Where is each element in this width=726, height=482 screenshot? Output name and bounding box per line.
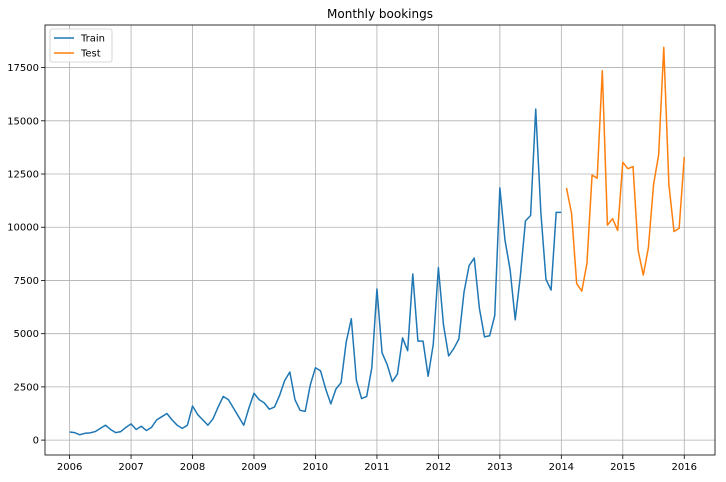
x-tick-label: 2015 bbox=[610, 462, 635, 473]
y-tick-label: 10000 bbox=[7, 223, 39, 234]
legend: Train Test bbox=[49, 28, 113, 63]
y-tick-label: 0 bbox=[33, 436, 39, 447]
x-tick-label: 2011 bbox=[364, 462, 389, 473]
y-tick-label: 2500 bbox=[14, 382, 39, 393]
y-tick-label: 17500 bbox=[7, 63, 39, 74]
x-tick-label: 2007 bbox=[118, 462, 143, 473]
series-layer bbox=[69, 46, 686, 436]
x-tick-label: 2012 bbox=[426, 462, 451, 473]
legend-label-train: Train bbox=[80, 34, 105, 45]
y-tick-label: 12500 bbox=[7, 170, 39, 181]
x-tick-label: 2010 bbox=[303, 462, 328, 473]
x-tick-label: 2013 bbox=[487, 462, 512, 473]
x-tick-label: 2008 bbox=[180, 462, 205, 473]
ticks-layer: 2006 2007 2008 2009 2010 2011 2012 2013 2014 2015… bbox=[7, 63, 697, 473]
series-line-train bbox=[69, 108, 562, 436]
x-tick-label: 2014 bbox=[549, 462, 574, 473]
x-tick-label: 2016 bbox=[672, 462, 697, 473]
chart-title: Monthly bookings bbox=[327, 7, 433, 21]
plot-frame bbox=[44, 24, 716, 456]
x-tick-label: 2006 bbox=[57, 462, 82, 473]
y-tick-label: 7500 bbox=[14, 276, 39, 287]
y-tick-label: 15000 bbox=[7, 116, 39, 127]
series-line-test bbox=[565, 46, 686, 292]
y-tick-label: 5000 bbox=[14, 329, 39, 340]
legend-label-test: Test bbox=[80, 49, 101, 60]
x-tick-label: 2009 bbox=[241, 462, 266, 473]
